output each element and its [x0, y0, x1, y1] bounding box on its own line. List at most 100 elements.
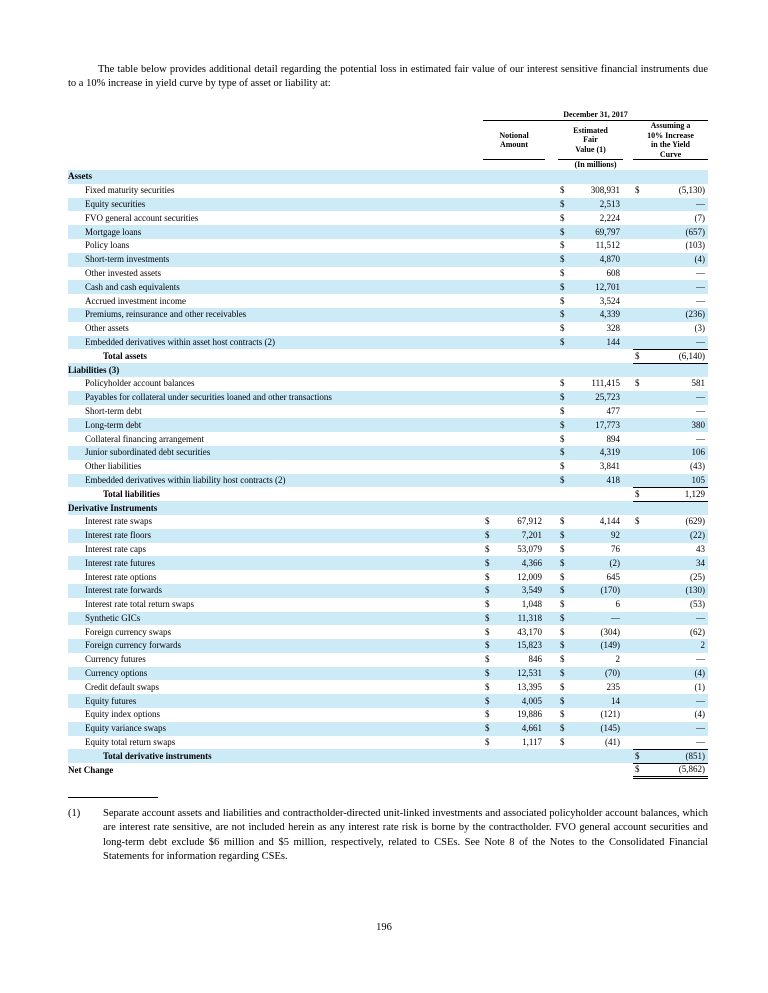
column-gap [623, 280, 633, 294]
yield-increase-group-wrap: — [633, 296, 708, 307]
yield-increase-group-wrap: (25) [633, 572, 708, 583]
yield-increase-group-wrap: $ (6,140) [633, 351, 708, 362]
dollar-sign: $ [560, 654, 565, 665]
intro-paragraph: The table below provides additional deta… [68, 64, 708, 89]
yield-increase-group: (3) [633, 322, 708, 336]
column-gap [623, 543, 633, 557]
yield-increase-group-wrap: $581 [633, 378, 708, 389]
column-header-fair-value: Estimated Fair Value (1) [558, 120, 623, 160]
yield-increase-group-wrap: (4) [633, 709, 708, 720]
yield-increase-group: (103) [633, 239, 708, 253]
column-gap [623, 253, 633, 267]
amount: — [696, 654, 706, 665]
notional-group: $3,549 [483, 584, 545, 598]
fair-value-group-wrap: $6 [558, 599, 623, 610]
notional-group: $67,912 [483, 515, 545, 529]
row-label: Accrued investment income [85, 295, 186, 306]
fair-value-group-wrap: $608 [558, 268, 623, 279]
amount: 235 [606, 681, 621, 692]
yield-increase-group-wrap: — [633, 406, 708, 417]
date-header: December 31, 2017 [483, 109, 709, 121]
amount: 4,319 [599, 447, 620, 458]
dollar-sign: $ [485, 654, 490, 665]
units-row: (In millions) [68, 160, 708, 171]
dollar-sign: $ [635, 185, 640, 196]
yield-increase-group-wrap: $1,129 [633, 489, 708, 500]
row-label: Currency options [85, 668, 148, 679]
footnote-text: Separate account assets and liabilities … [103, 807, 708, 863]
column-gap [623, 391, 633, 405]
amount: 92 [611, 530, 620, 541]
notional-group: $13,395 [483, 680, 545, 694]
notional-group-wrap: $67,912 [483, 516, 545, 527]
dollar-sign: $ [560, 309, 565, 320]
yield-increase-group: 43 [633, 543, 708, 557]
column-gap [545, 667, 558, 681]
amount: 19,886 [517, 709, 542, 720]
yield-increase-group: — [633, 405, 708, 419]
fair-value-group: $76 [558, 543, 623, 557]
yield-increase-group-wrap: — [633, 392, 708, 403]
column-gap [623, 239, 633, 253]
fair-value-group-wrap: $11,512 [558, 240, 623, 251]
row-label: Total liabilities [103, 488, 160, 499]
yield-increase-group-wrap: — [633, 282, 708, 293]
dollar-sign: $ [560, 681, 565, 692]
table-row: Interest rate swaps $67,912 $4,144 $ (629) [68, 515, 708, 529]
amount: (629) [685, 516, 706, 527]
notional-group [483, 446, 545, 460]
page-number: 196 [376, 922, 392, 933]
column-gap [545, 225, 558, 239]
fair-value-group: $17,773 [558, 418, 623, 432]
dollar-sign: $ [560, 419, 565, 430]
units-label: (In millions) [574, 160, 617, 169]
fair-value-group: $12,701 [558, 280, 623, 294]
table-row: Premiums, reinsurance and other receivab… [68, 307, 709, 322]
fair-value-group: $144 [558, 336, 623, 350]
row-label: Short-term debt [85, 405, 142, 416]
amount: — [696, 433, 706, 444]
notional-group-wrap: $3,549 [483, 585, 545, 596]
yield-increase-group-wrap: (22) [633, 530, 708, 541]
dollar-sign: $ [485, 668, 490, 679]
dollar-sign: $ [560, 543, 565, 554]
amount: 111,415 [591, 378, 620, 389]
row-label: Liabilities (3) [68, 364, 120, 375]
row-label: Foreign currency swaps [85, 626, 171, 637]
fair-value-group: $2,513 [558, 198, 623, 212]
yield-increase-group: — [633, 736, 708, 750]
fair-value-group: $3,841 [558, 460, 623, 474]
column-gap [545, 405, 558, 419]
dollar-sign: $ [635, 488, 640, 499]
fair-value-group: $ (145) [558, 722, 623, 736]
fair-value-group-wrap: $ (145) [558, 723, 623, 734]
amount: 477 [606, 405, 621, 416]
column-gap [623, 322, 633, 336]
table-row: Currency options $12,531 $ (70) (4) [68, 666, 709, 681]
fair-value-group-wrap: $645 [558, 572, 623, 583]
amount: (7) [694, 212, 706, 223]
column-gap [545, 377, 558, 391]
yield-increase-group: (236) [633, 308, 708, 322]
column-gap [545, 515, 558, 529]
row-label: Total derivative instruments [103, 750, 212, 761]
column-gap [623, 418, 633, 432]
header-spacer [68, 121, 483, 160]
dollar-sign: $ [560, 226, 565, 237]
notional-group: $43,170 [483, 625, 545, 639]
table-row: Currency futures $846 $2— [68, 653, 708, 667]
dollar-sign: $ [485, 543, 490, 554]
amount: (3) [694, 323, 706, 334]
amount: 12,701 [595, 281, 620, 292]
dollar-sign: $ [485, 571, 490, 582]
dollar-sign: $ [560, 240, 565, 251]
fair-value-group: $14 [558, 694, 623, 708]
yield-increase-group-wrap: $ (5,862) [633, 764, 708, 775]
fair-value-group: $477 [558, 405, 623, 419]
fair-value-group [558, 349, 623, 363]
amount: 581 [691, 378, 706, 389]
dollar-sign: $ [560, 640, 565, 651]
yield-increase-group: — [633, 294, 708, 308]
amount: 14 [611, 695, 620, 706]
dollar-sign: $ [635, 350, 640, 361]
